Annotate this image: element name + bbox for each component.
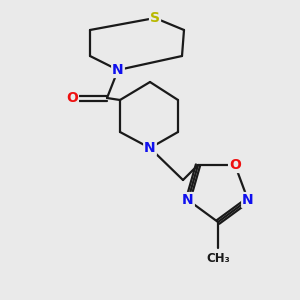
Text: N: N (144, 141, 156, 155)
Text: N: N (112, 63, 124, 77)
Text: S: S (150, 11, 160, 25)
Text: O: O (229, 158, 241, 172)
Text: N: N (182, 193, 194, 207)
Text: CH₃: CH₃ (206, 252, 230, 265)
Text: O: O (66, 91, 78, 105)
Text: N: N (242, 193, 254, 207)
